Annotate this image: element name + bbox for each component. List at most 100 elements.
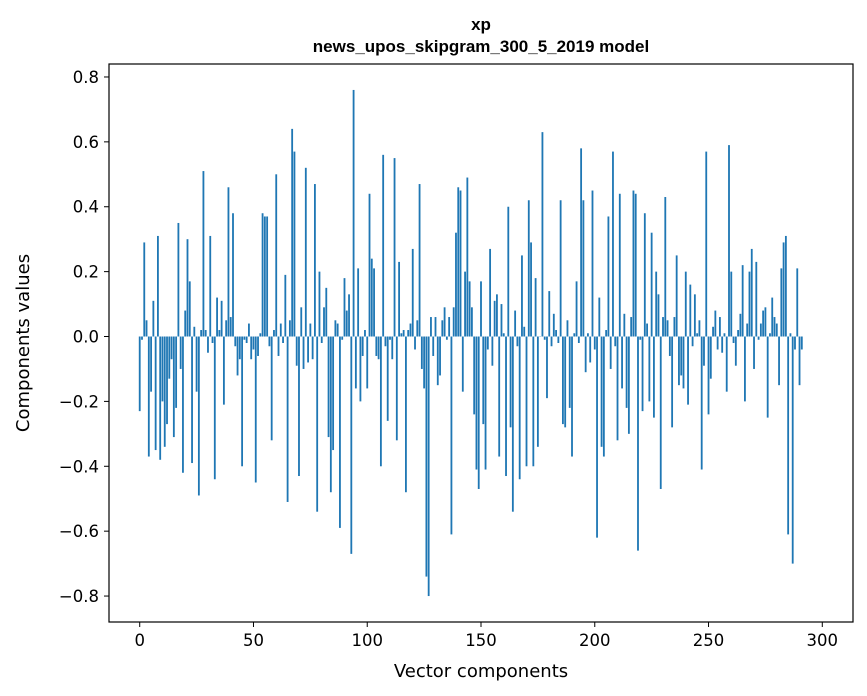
y-tick-label: 0.8 [73, 68, 99, 87]
bar [609, 336, 612, 369]
bar [386, 336, 389, 421]
bar [384, 336, 387, 347]
bar [152, 300, 155, 337]
bar [764, 307, 767, 337]
bar [448, 317, 451, 337]
bar [744, 336, 746, 402]
bar [614, 336, 617, 347]
bar [298, 336, 300, 477]
bar [222, 336, 225, 405]
bar [177, 222, 180, 337]
bar [716, 336, 719, 350]
bar [475, 336, 478, 470]
bar [307, 336, 309, 363]
bar [689, 284, 692, 337]
bar [530, 242, 532, 337]
plot-frame [108, 63, 854, 623]
bar [523, 326, 526, 337]
bar [238, 336, 241, 360]
bar [332, 336, 335, 451]
bar [557, 336, 560, 343]
bar [445, 336, 448, 340]
bar [277, 336, 280, 356]
bars-group [138, 89, 803, 597]
bar [791, 336, 794, 564]
x-axis-ticks: 0 50 100 150 200 250 300 [134, 622, 838, 650]
bar [646, 323, 649, 337]
bar [755, 261, 758, 337]
bar [598, 297, 601, 337]
bar [147, 336, 150, 457]
y-tick-label: 0.2 [73, 263, 99, 282]
bar [534, 278, 537, 337]
bar [288, 320, 291, 337]
bar [630, 317, 633, 337]
bar [373, 268, 375, 337]
bar [229, 317, 232, 337]
bar [461, 336, 464, 392]
bar [427, 336, 430, 597]
bar [602, 336, 605, 457]
bar [718, 317, 721, 337]
bar [150, 336, 153, 392]
bar [480, 281, 482, 337]
bar [657, 294, 660, 337]
bar [191, 336, 193, 464]
bar [728, 145, 730, 337]
y-axis-label: Components values [13, 254, 34, 432]
bar [220, 300, 223, 337]
bar [455, 232, 457, 337]
bar [270, 336, 273, 441]
bar [350, 336, 353, 554]
bar [252, 336, 255, 350]
bar [655, 271, 658, 337]
bar [316, 336, 319, 512]
bar [568, 336, 571, 408]
bar [361, 336, 364, 356]
bar [659, 336, 662, 489]
bar [514, 310, 517, 337]
bar [161, 336, 164, 402]
x-tick-label: 150 [465, 631, 497, 650]
bar [232, 213, 234, 337]
bar [621, 336, 623, 389]
bar [580, 148, 583, 337]
bar [573, 333, 576, 337]
bar [357, 268, 360, 337]
bar [193, 326, 196, 337]
bar [511, 336, 514, 512]
x-tick-label: 0 [134, 631, 145, 650]
bar [282, 336, 284, 343]
bar [439, 336, 441, 376]
bar [509, 336, 512, 428]
bar [505, 336, 507, 477]
bar [389, 336, 391, 340]
bar [741, 265, 744, 337]
bar [343, 278, 346, 337]
y-tick-label: −0.6 [59, 522, 99, 541]
bar [589, 336, 592, 363]
x-tick-label: 200 [579, 631, 611, 650]
y-tick-label: −0.8 [59, 587, 99, 606]
bar [470, 307, 473, 337]
bar [484, 336, 487, 470]
bar [643, 213, 646, 337]
bar [794, 336, 796, 350]
bar [489, 248, 492, 337]
bar [641, 336, 644, 412]
bar [757, 336, 760, 340]
bar [464, 271, 466, 337]
bar [405, 336, 407, 493]
bar [457, 187, 460, 337]
bar [593, 336, 596, 350]
bar [423, 336, 426, 389]
bar [496, 294, 498, 337]
bar [559, 200, 562, 337]
bar [550, 336, 553, 347]
bar [612, 151, 614, 337]
bar [327, 336, 330, 438]
bar [482, 336, 485, 425]
bar [241, 336, 244, 467]
bar [366, 336, 369, 389]
bar [268, 336, 271, 347]
